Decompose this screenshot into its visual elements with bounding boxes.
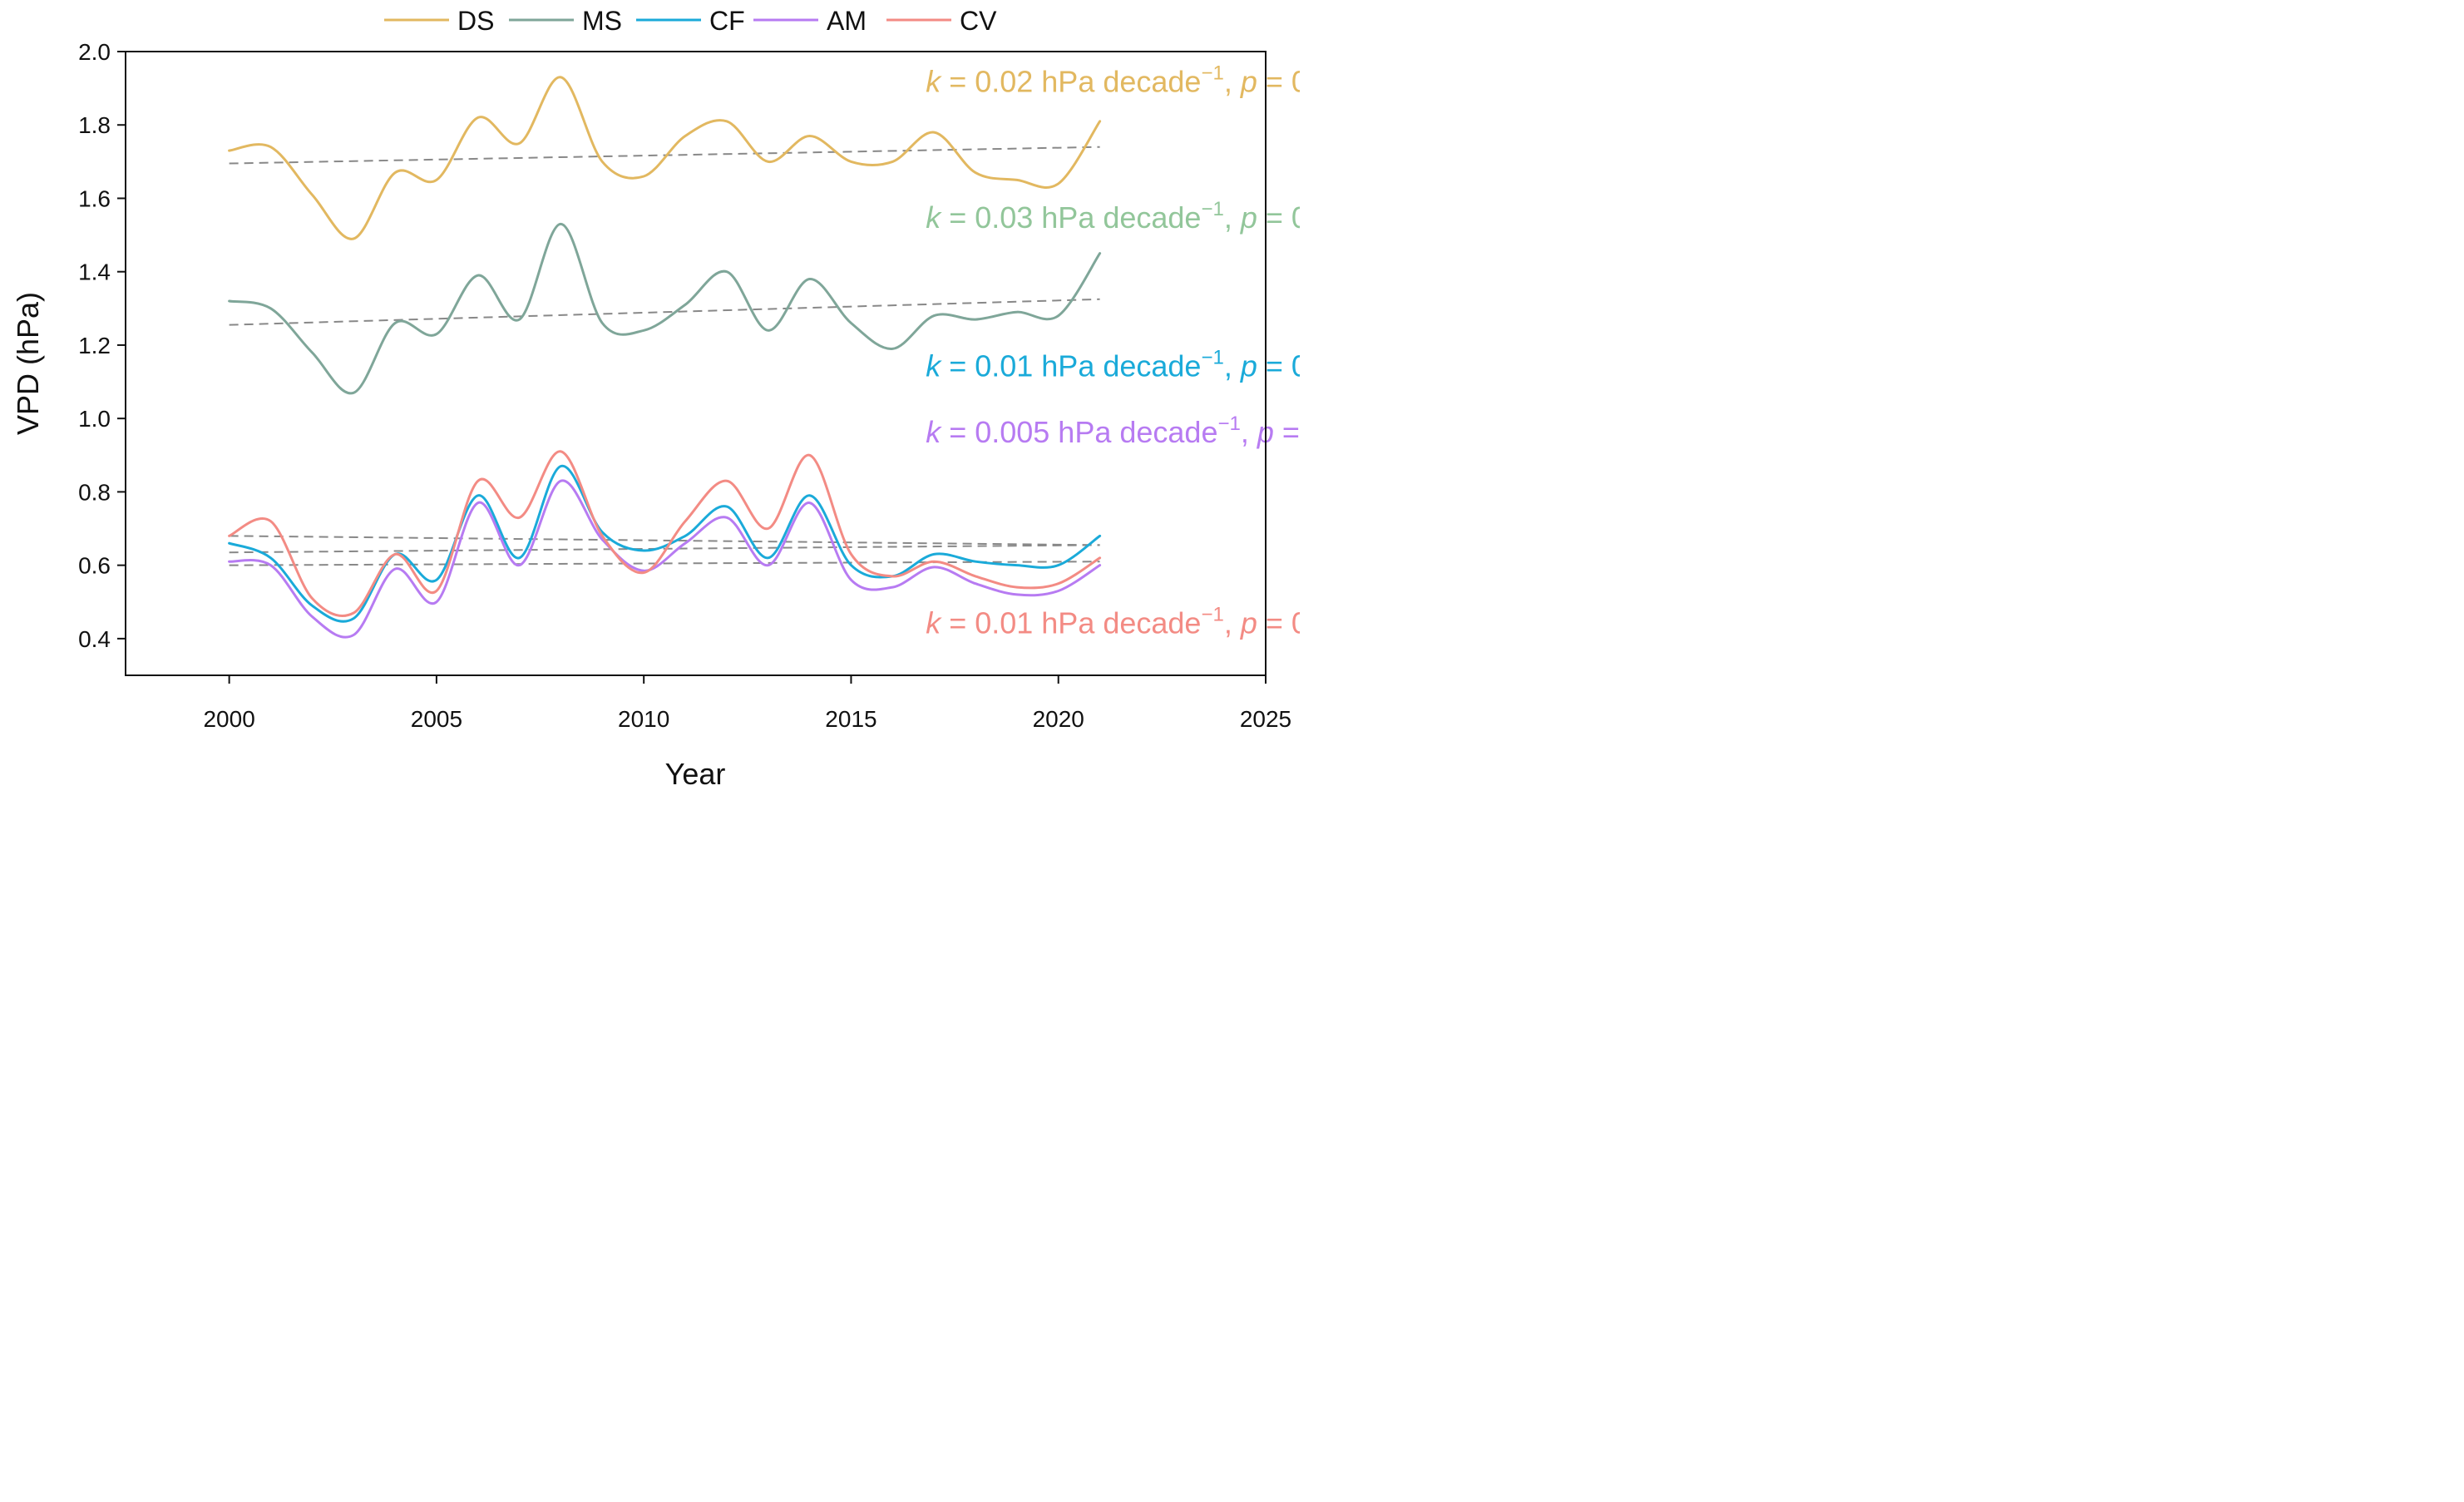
y-tick-label-1.8: 1.8 <box>78 112 111 138</box>
x-tick-label-2005: 2005 <box>411 706 462 732</box>
annotation-p: p <box>1240 605 1257 640</box>
series-line-ms <box>228 222 1102 395</box>
annotation-k: k <box>926 605 942 640</box>
annotation-k: k <box>926 348 942 383</box>
annotation-eq2: = 0.69 <box>1257 348 1300 383</box>
x-tick-label-2000: 2000 <box>203 706 254 732</box>
legend: DS MS CF AM CV <box>384 6 997 36</box>
annotation-eq2: = 0.47 <box>1257 65 1300 99</box>
annotation-mid: , <box>1241 415 1257 449</box>
x-tick-label-2015: 2015 <box>825 706 876 732</box>
annotation-sup: −1 <box>1217 413 1240 435</box>
annotation-mid: , <box>1224 200 1241 235</box>
y-tick-label-0.6: 0.6 <box>78 553 111 579</box>
annotation-k: k <box>926 415 942 449</box>
annotation-sup: −1 <box>1201 198 1223 220</box>
y-axis-title: VPD (hPa) <box>11 292 45 435</box>
annotation-eq1: = 0.01 hPa decade <box>941 605 1201 640</box>
annotation-p: p <box>1240 348 1257 383</box>
y-tick-label-2.0: 2.0 <box>78 39 111 65</box>
trend-annotation-4: k = 0.005 hPa decade−1, p = 0.88 <box>926 413 1300 449</box>
annotation-p: p <box>1240 65 1257 99</box>
legend-label-ms: MS <box>582 6 622 36</box>
annotation-eq2: = 0.88 <box>1274 415 1300 449</box>
annotation-sup: −1 <box>1201 603 1223 625</box>
legend-item-cv: CV <box>886 6 997 36</box>
annotation-eq2: = 0.75 <box>1257 605 1300 640</box>
legend-item-ds: DS <box>384 6 494 36</box>
trend-annotation-2: k = 0.03 hPa decade−1, p = 0.31 <box>926 198 1300 235</box>
x-tick-label-2010: 2010 <box>618 706 669 732</box>
legend-label-cf: CF <box>709 6 745 36</box>
series-lines <box>228 76 1102 639</box>
trend-annotation-1: k = 0.02 hPa decade−1, p = 0.47 <box>926 62 1300 99</box>
annotation-eq1: = 0.005 hPa decade <box>941 415 1217 449</box>
trend-annotation-3: k = 0.01 hPa decade−1, p = 0.69 <box>926 346 1300 383</box>
legend-item-am: AM <box>753 6 867 36</box>
annotation-mid: , <box>1224 65 1241 99</box>
y-tick-label-1.4: 1.4 <box>78 259 111 285</box>
plot-frame <box>125 51 1267 676</box>
annotation-eq1: = 0.01 hPa decade <box>941 348 1201 383</box>
annotation-k: k <box>926 65 942 99</box>
series-line-cv <box>228 450 1102 618</box>
x-tick-label-2020: 2020 <box>1033 706 1084 732</box>
annotation-sup: −1 <box>1201 346 1223 368</box>
annotation-eq1: = 0.03 hPa decade <box>941 200 1201 235</box>
annotation-p: p <box>1240 200 1257 235</box>
y-tick-label-1.2: 1.2 <box>78 333 111 358</box>
trend-line-ms <box>229 298 1100 326</box>
trend-line-ds <box>229 146 1100 165</box>
legend-label-am: AM <box>827 6 867 36</box>
annotation-k: k <box>926 200 942 235</box>
y-tick-label-0.4: 0.4 <box>78 626 111 652</box>
legend-item-ms: MS <box>509 6 622 36</box>
y-tick-label-0.8: 0.8 <box>78 479 111 505</box>
annotation-sup: −1 <box>1201 62 1223 85</box>
trend-line-cf <box>229 544 1100 554</box>
trend-annotation-5: k = 0.01 hPa decade−1, p = 0.75 <box>926 603 1300 640</box>
annotation-mid: , <box>1224 348 1241 383</box>
legend-label-cv: CV <box>960 6 997 36</box>
trend-annotations: k = 0.02 hPa decade−1, p = 0.47k = 0.03 … <box>926 62 1300 640</box>
trend-line-am <box>229 561 1100 566</box>
trend-line-cv <box>229 535 1100 546</box>
legend-label-ds: DS <box>457 6 494 36</box>
series-line-ds <box>228 76 1102 240</box>
x-axis-title: Year <box>665 757 726 791</box>
y-tick-label-1.6: 1.6 <box>78 185 111 211</box>
series-line-am <box>228 479 1102 639</box>
x-tick-label-2025: 2025 <box>1240 706 1291 732</box>
annotation-eq2: = 0.31 <box>1257 200 1300 235</box>
y-tick-label-1.0: 1.0 <box>78 406 111 432</box>
legend-item-cf: CF <box>636 6 745 36</box>
annotation-eq1: = 0.02 hPa decade <box>941 65 1201 99</box>
x-axis: 2000 2005 2010 2015 2020 2025 <box>203 675 1291 732</box>
annotation-mid: , <box>1224 605 1241 640</box>
y-axis: 0.4 0.6 0.8 1.0 1.2 1.4 1.6 1.8 2.0 <box>78 39 126 652</box>
